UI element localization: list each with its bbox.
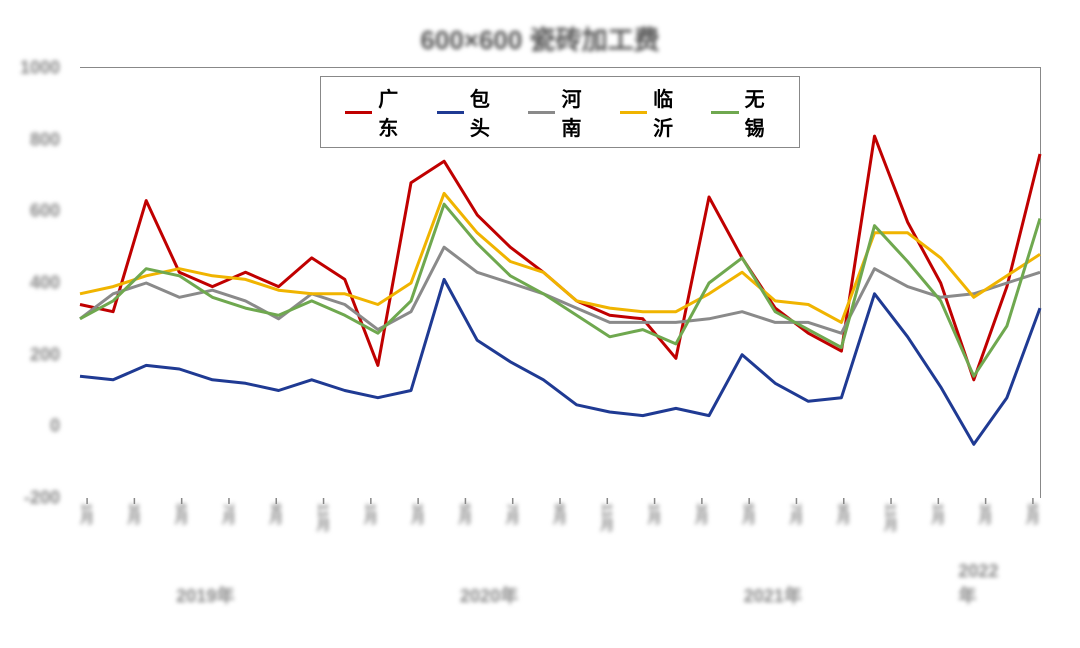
x-tick-label: 5月 [1023,503,1043,525]
x-tick-label: 3月 [976,503,996,525]
x-group-label: 2022年 [958,561,1012,608]
x-tick-label: 9月 [266,503,286,525]
legend-swatch [620,111,647,114]
x-group-label: 2020年 [460,582,518,608]
x-tick-label: 7月 [219,503,239,525]
y-tick-label: 800 [10,129,60,150]
legend-item: 临沂 [620,83,684,141]
x-axis: 1月 3月 5月 7月 9月 11月 1月 3月 5月 7月 9月 11月 1月 3月 5月 7月 9月 11月 1… [80,503,1040,573]
y-tick-label: 400 [10,273,60,294]
legend-swatch [437,111,464,114]
legend-swatch [345,111,372,114]
legend-label: 包头 [470,83,500,141]
x-tick-label: 1月 [361,503,381,525]
y-tick-label: 0 [10,416,60,437]
legend-label: 河南 [561,83,591,141]
series-line [80,136,1040,380]
series-line [80,204,1040,376]
x-tick-label: 3月 [124,503,144,525]
x-tick-label: 1月 [645,503,665,525]
x-group-label: 2021年 [744,582,802,608]
x-tick-label: 7月 [786,503,806,525]
y-tick-label: 600 [10,201,60,222]
x-tick-label: 5月 [455,503,475,525]
plot-area: 广东包头河南临沂无锡 -20002004006008001000 1月3月5月7… [80,67,1041,498]
x-tick-label: 11月 [597,503,617,532]
y-tick-label: -200 [10,488,60,509]
legend-swatch [711,111,738,114]
legend-label: 临沂 [653,83,683,141]
x-tick-label: 9月 [550,503,570,525]
x-tick-label: 11月 [881,503,901,532]
y-tick-label: 1000 [10,58,60,79]
x-tick-label: 1月 [77,503,97,525]
legend-swatch [528,111,555,114]
x-tick-label: 9月 [834,503,854,525]
x-tick-label: 5月 [739,503,759,525]
y-tick-label: 200 [10,344,60,365]
x-tick-label: 5月 [172,503,192,525]
legend-item: 无锡 [711,83,775,141]
legend-label: 广东 [378,83,408,141]
legend-item: 广东 [345,83,409,141]
x-tick-label: 1月 [928,503,948,525]
chart-container: 600×600 瓷砖加工费 广东 包头 河南 临沂 无锡 -20002004006008… [20,20,1060,628]
y-axis: -20002004006008001000 [70,68,120,498]
legend-item: 河南 [528,83,592,141]
x-tick-label: 3月 [408,503,428,525]
x-tick-label: 7月 [503,503,523,525]
x-tick-label: 11月 [314,503,334,532]
legend: 广东 包头 河南 临沂 无锡 [320,76,800,148]
legend-label: 无锡 [745,83,775,141]
chart-title: 600×600 瓷砖加工费 [20,20,1060,57]
x-group-label: 2019年 [176,582,234,608]
x-tick-label: 3月 [692,503,712,525]
legend-item: 包头 [437,83,501,141]
